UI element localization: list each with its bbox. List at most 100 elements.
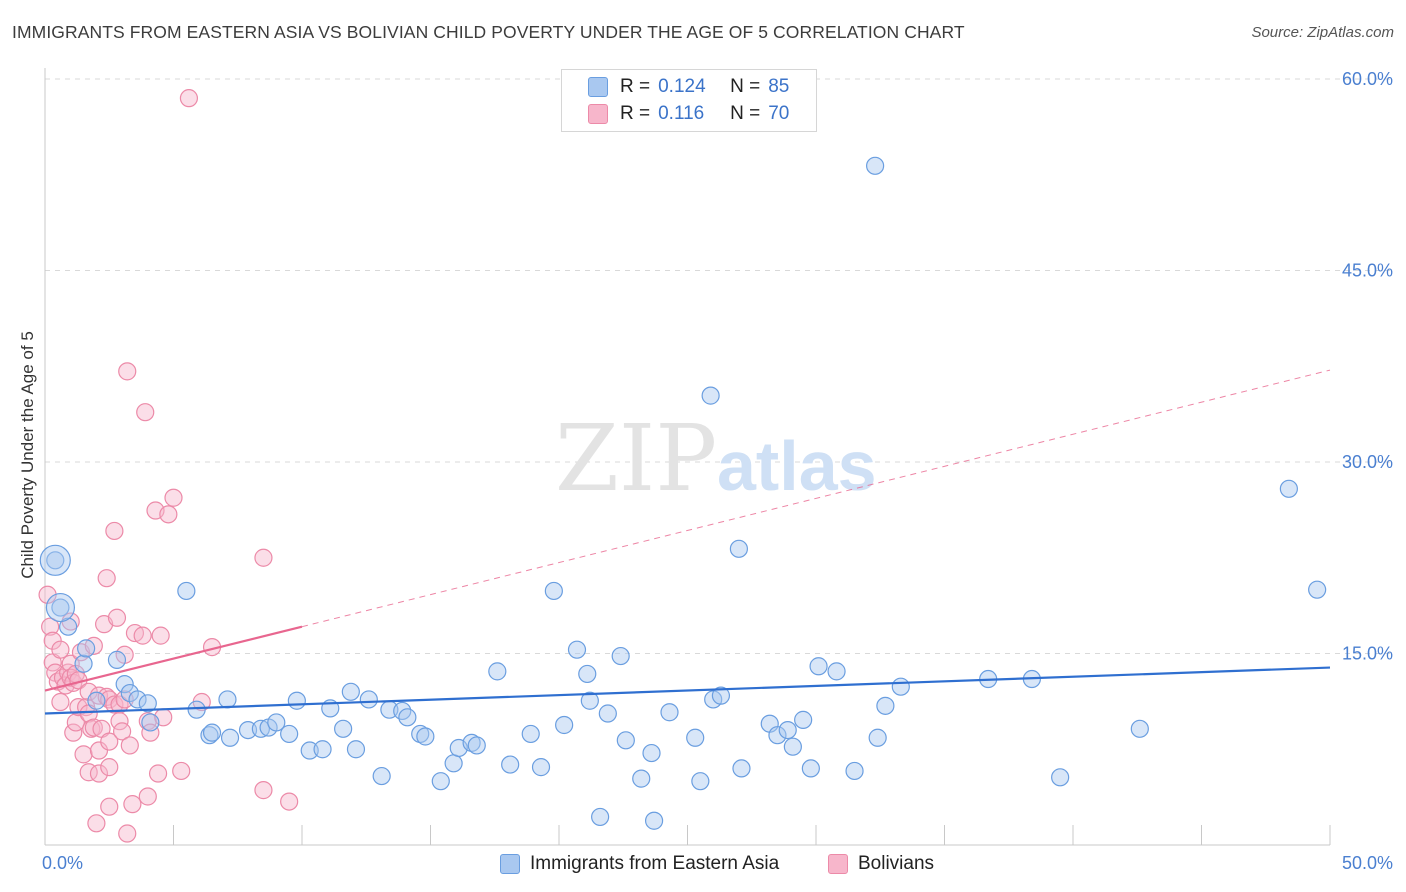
eastern-asia-point xyxy=(868,728,887,747)
bolivians-point xyxy=(179,89,199,108)
bolivians-point xyxy=(280,792,299,811)
eastern-asia-point xyxy=(51,598,70,617)
eastern-asia-point xyxy=(220,728,240,747)
eastern-asia-point xyxy=(341,682,360,701)
eastern-asia-point xyxy=(218,690,237,709)
eastern-asia-point xyxy=(778,720,797,740)
eastern-asia-point xyxy=(642,743,661,763)
eastern-asia-point xyxy=(398,708,417,727)
legend-row-eastern-asia: R = 0.124 N = 85 xyxy=(588,75,789,99)
legend-r-label: R = xyxy=(620,76,651,97)
bolivians-trend-extension xyxy=(301,369,1331,628)
bolivians-point xyxy=(172,761,191,781)
x-tick-label: 0.0% xyxy=(42,853,83,873)
bolivians-point xyxy=(105,695,124,714)
legend-n-label: N = xyxy=(730,76,761,97)
bolivians-point xyxy=(136,403,155,422)
chart-title: IMMIGRANTS FROM EASTERN ASIA VS BOLIVIAN… xyxy=(12,22,965,42)
bolivians-point xyxy=(89,686,109,705)
bolivians-point xyxy=(151,626,170,645)
bottom-legend-label: Bolivians xyxy=(858,853,935,874)
eastern-asia-point xyxy=(632,769,651,788)
eastern-asia-point xyxy=(1279,479,1298,498)
eastern-asia-point xyxy=(251,719,270,738)
bolivians-point xyxy=(51,640,70,659)
eastern-asia-cluster-point xyxy=(45,592,76,623)
eastern-asia-point xyxy=(462,733,481,752)
eastern-asia-point xyxy=(578,664,597,684)
eastern-asia-point xyxy=(686,728,705,747)
eastern-asia-point xyxy=(177,581,196,601)
bolivians-point xyxy=(138,787,157,806)
eastern-asia-point xyxy=(46,551,65,570)
eastern-asia-point xyxy=(467,736,486,755)
eastern-asia-point xyxy=(187,700,206,719)
legend-n-value: 85 xyxy=(768,76,790,97)
eastern-asia-point xyxy=(521,724,540,744)
legend-swatch-pink xyxy=(588,104,608,124)
eastern-asia-point xyxy=(501,755,520,774)
legend-row-bolivians: R = 0.116 N = 70 xyxy=(588,102,789,126)
eastern-asia-point xyxy=(128,690,147,709)
x-tick-label: 50.0% xyxy=(1342,853,1393,873)
eastern-asia-point xyxy=(359,690,378,709)
source-label: Source: ZipAtlas.com xyxy=(1251,24,1394,41)
eastern-asia-cluster-point xyxy=(39,544,71,576)
eastern-asia-point xyxy=(141,713,160,732)
eastern-asia-point xyxy=(416,727,435,746)
legend-swatch-blue xyxy=(588,77,608,97)
bolivians-point xyxy=(159,505,178,524)
bolivians-point xyxy=(112,722,132,741)
y-tick-label: 15.0% xyxy=(1342,644,1393,664)
eastern-asia-point xyxy=(555,715,574,735)
bolivians-point xyxy=(87,814,106,833)
bolivians-point xyxy=(61,654,80,673)
y-tick-label: 45.0% xyxy=(1342,261,1393,281)
bolivians-point xyxy=(66,713,85,732)
bolivians-point xyxy=(254,781,273,800)
eastern-asia-point xyxy=(87,691,106,710)
eastern-asia-point xyxy=(372,766,391,786)
bolivians-point xyxy=(254,548,273,567)
legend-r-value: 0.116 xyxy=(658,103,705,124)
bolivians-point xyxy=(89,741,109,760)
bolivians-point xyxy=(120,736,139,755)
bolivians-point xyxy=(97,569,116,588)
eastern-asia-point xyxy=(701,386,720,405)
bolivians-point xyxy=(100,758,119,777)
eastern-asia-point xyxy=(107,650,127,669)
bolivians-point xyxy=(107,608,127,627)
legend-r-label: R = xyxy=(620,103,651,124)
legend-n-label: N = xyxy=(730,103,761,124)
eastern-asia-point xyxy=(616,731,635,750)
eastern-asia-point xyxy=(580,691,599,710)
eastern-asia-point xyxy=(267,713,286,732)
eastern-asia-point xyxy=(287,691,306,710)
legend-n-value: 70 xyxy=(768,103,790,124)
bolivians-point xyxy=(141,723,160,742)
bolivians-point xyxy=(164,488,183,507)
bolivians-point xyxy=(118,824,137,843)
eastern-asia-point xyxy=(866,156,885,175)
eastern-asia-point xyxy=(644,811,664,830)
eastern-asia-point xyxy=(531,758,551,777)
eastern-asia-point xyxy=(598,704,617,723)
eastern-asia-point xyxy=(768,726,787,745)
bolivians-point xyxy=(118,362,137,381)
eastern-asia-point xyxy=(431,772,450,791)
eastern-asia-point xyxy=(334,719,353,738)
eastern-asia-point xyxy=(544,581,563,601)
eastern-asia-point xyxy=(876,696,895,715)
eastern-asia-point xyxy=(801,759,820,778)
y-tick-label: 30.0% xyxy=(1342,452,1393,472)
eastern-asia-point xyxy=(59,617,78,636)
bolivians-trend-line xyxy=(44,625,303,692)
eastern-asia-points xyxy=(39,156,1327,830)
grid-lines xyxy=(45,78,1395,654)
legend-r-value: 0.124 xyxy=(658,76,706,97)
y-tick-label: 60.0% xyxy=(1342,69,1393,89)
eastern-asia-point xyxy=(1051,768,1070,787)
eastern-asia-point xyxy=(794,710,813,729)
eastern-asia-point xyxy=(115,675,134,694)
bottom-legend-swatch-blue xyxy=(500,854,520,874)
